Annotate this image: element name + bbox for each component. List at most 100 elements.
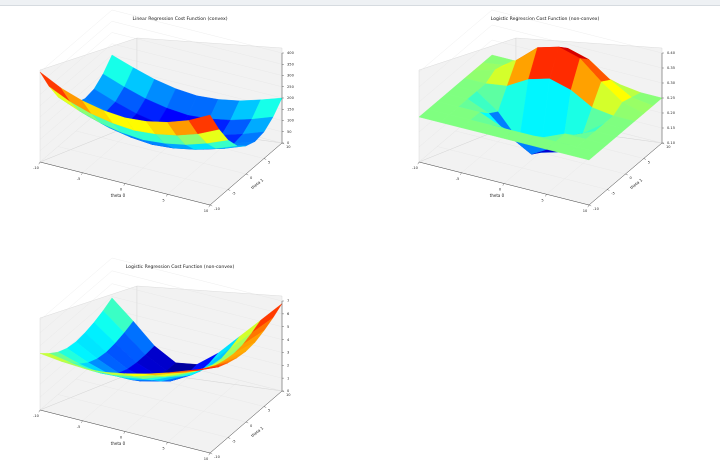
y-tick-label: 0	[250, 176, 253, 180]
z-tick-label: 400	[287, 51, 295, 55]
x-tick-mark	[208, 452, 211, 456]
x-tick-label: -10	[33, 166, 40, 170]
surface-facet	[567, 146, 599, 161]
x-tick-mark	[123, 431, 126, 434]
x-tick-label: 5	[162, 198, 164, 202]
x-tick-mark	[417, 161, 420, 165]
y-tick-label: 0	[630, 176, 633, 180]
z-tick-label: 250	[287, 85, 295, 89]
y-tick-mark	[263, 158, 267, 160]
x-tick-label: 5	[541, 198, 543, 202]
z-tick-label: 2	[287, 363, 289, 367]
x-tick-mark	[38, 409, 41, 413]
y-tick-label: 5	[268, 161, 270, 165]
y-tick-label: 10	[666, 145, 671, 149]
y-tick-label: -10	[214, 207, 221, 211]
z-tick-label: 5	[287, 325, 289, 329]
z-tick-label: 0.30	[667, 81, 676, 85]
z-grid-line	[39, 21, 283, 84]
z-tick-label: 100	[287, 119, 295, 123]
x-tick-label: 0	[120, 188, 123, 192]
z-tick-label: 300	[287, 74, 295, 78]
y-tick-label: 0	[250, 424, 253, 428]
y-tick-label: -10	[593, 207, 600, 211]
y-tick-mark	[625, 173, 628, 176]
y-tick-label: 5	[268, 409, 270, 413]
x-tick-label: -5	[456, 177, 460, 181]
surface-mesh	[418, 46, 663, 161]
z-grid-line	[418, 24, 663, 88]
subplot-logistic-nonconvex-2: Logistic Regression Cost Function (non-c…	[33, 257, 291, 461]
y-grid-line	[75, 378, 247, 423]
x-tick-label: -10	[33, 414, 40, 418]
axes	[38, 52, 285, 208]
surface-mesh	[39, 297, 283, 382]
y-tick-mark	[607, 189, 610, 191]
z-grid-line	[39, 257, 283, 321]
z-grid-line	[39, 32, 283, 95]
surface-facet	[188, 366, 220, 371]
surface-mesh	[39, 54, 283, 150]
z-grid-line	[39, 9, 283, 73]
y-tick-mark	[245, 173, 249, 176]
y-grid-line	[75, 130, 247, 175]
y-tick-label: 5	[648, 161, 650, 165]
y-tick-label: 10	[286, 145, 291, 149]
y-tick-mark	[588, 204, 592, 207]
z-tick-label: 0.10	[667, 141, 676, 145]
y-tick-label: -5	[611, 192, 615, 196]
y-tick-label: -5	[232, 192, 236, 196]
y-tick-label: -5	[232, 440, 236, 444]
x-tick-mark	[460, 172, 462, 176]
x-tick-label: 5	[162, 446, 164, 450]
x-tick-mark	[208, 204, 211, 208]
x-tick-label: -5	[77, 425, 81, 429]
z-tick-label: 150	[287, 107, 295, 111]
axes	[38, 300, 285, 456]
z-grid-line	[418, 9, 663, 73]
y-tick-label: -10	[214, 455, 221, 459]
x-tick-label: -10	[412, 166, 419, 170]
x-tick-label: 0	[120, 436, 123, 440]
z-tick-label: 0	[287, 389, 290, 393]
z-tick-label: 50	[287, 130, 292, 134]
x-tick-label: 10	[204, 209, 209, 213]
z-tick-label: 4	[287, 338, 290, 342]
y-tick-mark	[263, 406, 267, 408]
z-tick-label: 0.35	[667, 66, 675, 70]
x-tick-label: 10	[583, 209, 588, 213]
z-tick-label: 0.20	[667, 111, 676, 115]
x-tick-mark	[502, 183, 505, 186]
z-grid-line	[39, 296, 283, 359]
y-tick-mark	[245, 421, 249, 424]
z-tick-label: 350	[287, 62, 295, 66]
browser-top-strip	[0, 0, 720, 6]
y-grid-line	[437, 146, 608, 190]
z-tick-label: 7	[287, 299, 289, 303]
axes	[417, 52, 665, 208]
z-grid-line	[39, 270, 283, 333]
x-tick-mark	[123, 183, 126, 186]
x-tick-label: 0	[499, 188, 502, 192]
z-tick-label: 3	[287, 351, 289, 355]
z-grid-line	[39, 283, 283, 346]
y-grid-line	[57, 394, 229, 438]
z-tick-label: 200	[287, 96, 295, 100]
y-tick-mark	[209, 452, 213, 455]
x-tick-mark	[587, 204, 590, 208]
x-axis-label: theta 0	[490, 193, 505, 198]
z-tick-label: 1	[287, 376, 289, 380]
x-tick-mark	[545, 194, 547, 197]
subplot-title: Linear Regression Cost Function (convex)	[132, 16, 227, 22]
y-tick-mark	[227, 437, 231, 439]
y-grid-line	[57, 146, 229, 190]
x-tick-mark	[166, 442, 168, 445]
y-tick-mark	[209, 204, 213, 207]
z-tick-label: 0.25	[667, 96, 675, 100]
x-axis-label: theta 0	[111, 441, 126, 446]
x-axis-label: theta 0	[111, 193, 126, 198]
z-tick-label: 0	[287, 141, 290, 145]
